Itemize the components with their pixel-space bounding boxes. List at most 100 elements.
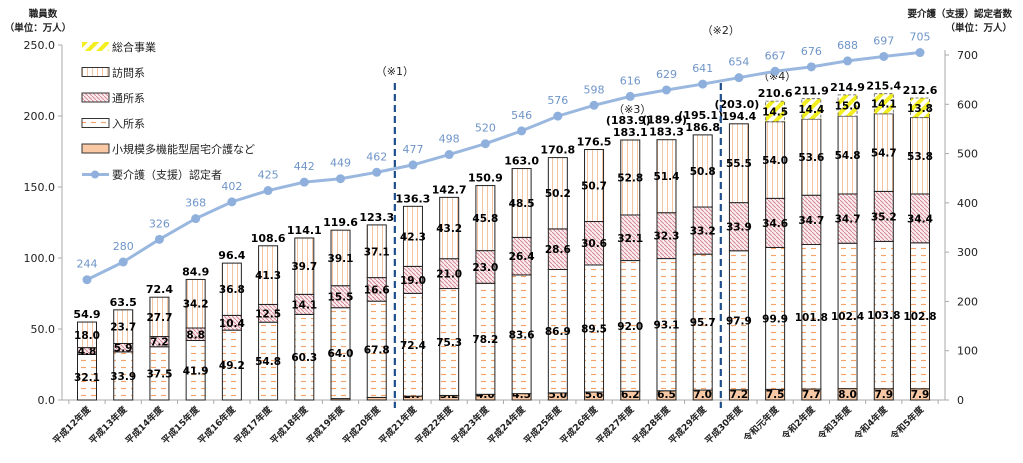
line-point xyxy=(191,214,201,224)
data-label: 39.1 xyxy=(328,253,354,265)
right-tick-label: 500 xyxy=(957,148,978,161)
line-point xyxy=(82,275,92,285)
data-label: 14.5 xyxy=(762,106,788,118)
data-label: 23.0 xyxy=(472,262,498,274)
data-label: 54.7 xyxy=(871,148,897,160)
data-label: 49.2 xyxy=(219,360,245,372)
x-tick-label: 令和5年度 xyxy=(887,403,927,443)
data-label: 102.8 xyxy=(903,311,936,323)
data-label: 8.8 xyxy=(186,329,205,341)
total-label: 72.4 xyxy=(146,283,173,296)
total-alt-label: (203.0) xyxy=(714,98,759,111)
line-label: 697 xyxy=(873,34,894,47)
line-label: 641 xyxy=(692,62,713,75)
bar-segment-3 xyxy=(765,121,786,199)
total-label: 54.9 xyxy=(73,308,100,321)
data-label: 13.8 xyxy=(907,103,933,115)
bar-segment-3 xyxy=(113,309,134,344)
left-tick-label: 250.0 xyxy=(24,39,56,52)
right-tick-label: 100 xyxy=(957,345,978,358)
data-label: 72.4 xyxy=(400,340,426,352)
data-label: 4.8 xyxy=(78,346,97,358)
bar-segment-3 xyxy=(656,139,677,214)
data-label: 8.0 xyxy=(838,389,857,401)
right-axis-unit: （単位：万人） xyxy=(945,22,1012,34)
data-label: 86.9 xyxy=(545,326,571,338)
certified-line xyxy=(86,51,921,282)
left-tick-label: 100.0 xyxy=(24,252,56,265)
data-label: 7.5 xyxy=(766,389,785,401)
data-label: 39.7 xyxy=(291,261,317,273)
legend-swatch xyxy=(81,143,110,154)
data-label: 42.3 xyxy=(400,231,426,243)
data-label: 41.9 xyxy=(183,365,209,377)
line-point xyxy=(444,150,454,160)
left-axis-unit: （単位：万人） xyxy=(5,22,72,34)
right-tick-label: 600 xyxy=(957,98,978,111)
data-label: 6.5 xyxy=(657,389,676,401)
data-label: 50.8 xyxy=(690,166,716,178)
data-label: 14.4 xyxy=(798,104,824,116)
data-label: 55.5 xyxy=(726,158,752,170)
data-label: 33.2 xyxy=(690,226,716,238)
bar-segment-3 xyxy=(584,149,605,223)
line-point xyxy=(553,111,563,121)
line-label: 498 xyxy=(439,133,460,146)
data-label: 12.5 xyxy=(255,308,281,320)
legend-point-swatch xyxy=(91,170,99,179)
bar-segment-4 xyxy=(765,100,786,123)
data-label: 99.9 xyxy=(762,313,788,325)
data-label: 50.7 xyxy=(581,181,607,193)
total-label: 108.6 xyxy=(251,232,286,245)
line-point xyxy=(408,160,418,170)
total-label: 123.3 xyxy=(359,211,394,224)
line-label: 462 xyxy=(366,150,387,163)
line-label: 477 xyxy=(402,143,423,156)
bar-segment-3 xyxy=(692,134,713,208)
note-label: （※1） xyxy=(376,65,414,78)
data-label: 52.8 xyxy=(617,172,643,184)
right-tick-label: 700 xyxy=(957,49,978,62)
legend-label: 小規模多機能型居宅介護など xyxy=(112,142,255,156)
line-point xyxy=(806,62,816,72)
legend-label: 通所系 xyxy=(112,92,145,105)
data-label: 7.0 xyxy=(693,389,712,401)
data-label: 33.9 xyxy=(110,371,136,383)
line-label: 667 xyxy=(765,49,786,62)
line-label: 368 xyxy=(185,197,206,210)
total-label: 214.9 xyxy=(830,81,865,94)
data-label: 54.0 xyxy=(762,155,788,167)
data-label: 54.8 xyxy=(255,356,281,368)
right-tick-label: 400 xyxy=(957,197,978,210)
total-label: 212.6 xyxy=(903,84,938,97)
line-point xyxy=(227,197,237,207)
bar-segment-3 xyxy=(620,139,641,216)
bar-segment-3 xyxy=(402,205,423,267)
total-alt-label: (183.9) xyxy=(606,114,651,127)
data-label: 102.4 xyxy=(831,311,864,323)
data-label: 67.8 xyxy=(364,344,390,356)
right-tick-label: 0 xyxy=(957,394,964,407)
bar-segment-3 xyxy=(728,123,749,204)
right-axis-title: 要介護（支援）認定者数 xyxy=(907,8,1012,20)
line-point xyxy=(299,177,309,187)
total-label: 183.1 xyxy=(613,126,648,139)
data-label: 93.1 xyxy=(654,320,680,332)
right-tick-label: 200 xyxy=(957,295,978,308)
bar-segment-3 xyxy=(77,321,97,349)
total-alt-label: (189.9) xyxy=(642,114,687,127)
data-label: 41.3 xyxy=(255,270,281,282)
x-tick-label: 令和3年度 xyxy=(815,403,855,443)
data-label: 33.9 xyxy=(726,222,752,234)
total-label: 119.6 xyxy=(323,216,358,229)
data-label: 30.6 xyxy=(581,238,607,250)
legend-swatch xyxy=(82,42,109,51)
bar-segment-3 xyxy=(294,237,315,295)
legend-label: 総合事業 xyxy=(112,40,156,54)
line-point xyxy=(698,79,708,89)
data-label: 7.2 xyxy=(730,389,749,401)
x-tick-label: 令和元年度 xyxy=(740,403,782,445)
data-label: 7.9 xyxy=(874,389,893,401)
data-label: 32.1 xyxy=(617,233,643,245)
